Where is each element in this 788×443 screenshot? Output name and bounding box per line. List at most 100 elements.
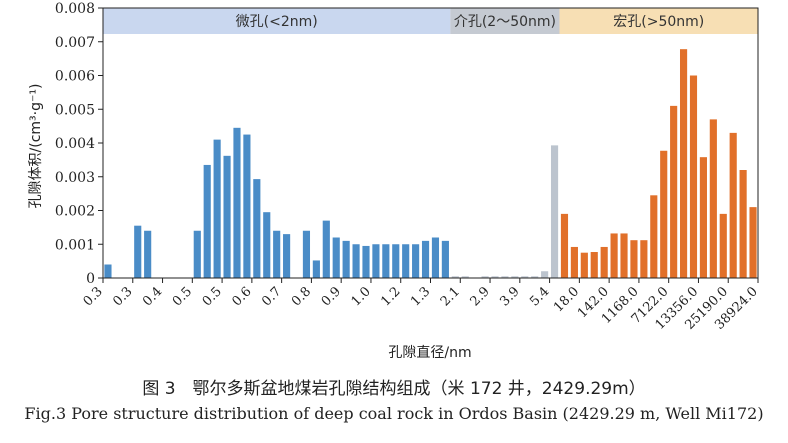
region-band-2: [559, 8, 758, 34]
x-tick-label: 3.9: [497, 284, 522, 309]
x-tick-label: 0.9: [319, 284, 344, 309]
bar: [332, 237, 340, 278]
bar: [144, 230, 152, 278]
bar: [521, 276, 529, 278]
bar: [223, 155, 231, 278]
pore-class-bands: 微孔(<2nm) 介孔(2～50nm) 宏孔(>50nm): [103, 8, 758, 34]
x-tick-label: 0.3: [110, 284, 135, 309]
bar: [263, 212, 271, 278]
x-axis-label: 孔隙直径/nm: [388, 344, 471, 361]
bar: [630, 240, 638, 278]
bar: [451, 276, 459, 278]
bar: [213, 139, 221, 278]
y-tick-label: 0.005: [55, 102, 95, 118]
bar: [203, 164, 211, 278]
bar: [670, 105, 678, 278]
bar: [610, 233, 618, 278]
bar: [511, 276, 519, 278]
y-tick-label: 0.007: [55, 35, 95, 51]
plot-frame: [102, 7, 759, 279]
bar: [412, 244, 420, 278]
bar: [193, 230, 201, 278]
bar: [233, 127, 241, 278]
bar: [719, 213, 727, 278]
bar: [689, 75, 698, 278]
x-tick-label: 0.3: [81, 284, 106, 309]
bar: [531, 276, 539, 278]
bar: [679, 49, 688, 278]
x-tick-label: 0.7: [259, 284, 284, 309]
y-tick-label: 0: [86, 271, 95, 287]
bar: [312, 260, 320, 278]
bar: [421, 240, 430, 278]
bar: [382, 244, 390, 278]
x-ticks: 0.3 0.3 0.4 0.5 0.5 0.6 0.7 0.8 0.9 1.0 1.2 1.3 2.1 2…: [81, 278, 761, 333]
region-band-1: [450, 8, 560, 34]
bar: [640, 240, 648, 278]
region-band-0: [103, 8, 451, 34]
bar: [590, 252, 598, 278]
bar: [650, 195, 658, 278]
y-tick-label: 0.004: [55, 136, 95, 152]
figure-caption-english: Fig.3 Pore structure distribution of dee…: [24, 404, 764, 423]
bar: [372, 244, 380, 278]
bar: [243, 134, 251, 278]
bar: [461, 276, 469, 278]
bar: [342, 240, 350, 278]
y-axis-label: 孔隙体积/(cm³·g⁻¹): [28, 84, 44, 209]
region-label-1: 介孔(2～50nm): [454, 14, 556, 30]
x-tick-label: 1.2: [378, 284, 403, 309]
x-tick-label: 5.4: [527, 284, 552, 309]
bar: [729, 132, 737, 278]
bar: [600, 246, 608, 278]
bar: [402, 244, 410, 278]
pore-volume-chart: 微孔(<2nm) 介孔(2～50nm) 宏孔(>50nm) 00.0010.0020…: [28, 1, 761, 361]
figure-caption-chinese: 图 3 鄂尔多斯盆地煤岩孔隙结构组成（米 172 井，2429.29m）: [142, 379, 646, 399]
bar: [580, 252, 588, 278]
bar: [481, 276, 489, 278]
bars: [104, 49, 757, 278]
y-tick-label: 0.006: [55, 69, 95, 85]
x-tick-label: 2.1: [438, 284, 463, 309]
x-tick-label: 0.6: [229, 284, 254, 309]
bar: [283, 234, 291, 278]
y-tick-label: 0.003: [55, 170, 95, 186]
bar: [322, 220, 330, 278]
bar: [253, 179, 261, 278]
y-ticks: 0 0.001 0.002 0.003 0.004 0.005 0.006 0.007 0.00…: [55, 1, 103, 287]
bar: [134, 225, 142, 278]
bar: [699, 157, 707, 278]
bar: [392, 244, 400, 278]
y-tick-label: 0.001: [55, 237, 95, 253]
y-tick-label: 0.002: [55, 204, 95, 220]
bar: [362, 245, 370, 278]
x-tick-label: 1.0: [349, 284, 374, 309]
bar: [660, 150, 668, 278]
bar: [431, 237, 440, 278]
region-label-2: 宏孔(>50nm): [613, 14, 704, 30]
region-label-0: 微孔(<2nm): [236, 14, 318, 30]
bar: [560, 213, 569, 278]
bar: [352, 244, 360, 278]
bar: [501, 276, 509, 278]
bar: [491, 276, 499, 278]
y-tick-label: 0.008: [55, 1, 95, 17]
bar: [541, 271, 549, 278]
bar: [273, 230, 281, 278]
bar: [550, 145, 559, 278]
bar: [441, 240, 449, 278]
x-tick-label: 0.5: [200, 284, 225, 309]
x-tick-label: 0.4: [140, 284, 165, 309]
x-tick-label: 1.3: [408, 284, 433, 309]
x-tick-label: 0.8: [289, 284, 314, 309]
bar: [739, 170, 747, 278]
x-tick-label: 2.9: [468, 284, 493, 309]
bar: [302, 230, 311, 278]
x-tick-label: 0.5: [170, 284, 195, 309]
bar: [570, 246, 578, 278]
bar: [620, 233, 628, 278]
bar: [749, 207, 757, 278]
bar: [709, 119, 717, 278]
axes: [102, 7, 759, 279]
bar: [104, 264, 112, 278]
